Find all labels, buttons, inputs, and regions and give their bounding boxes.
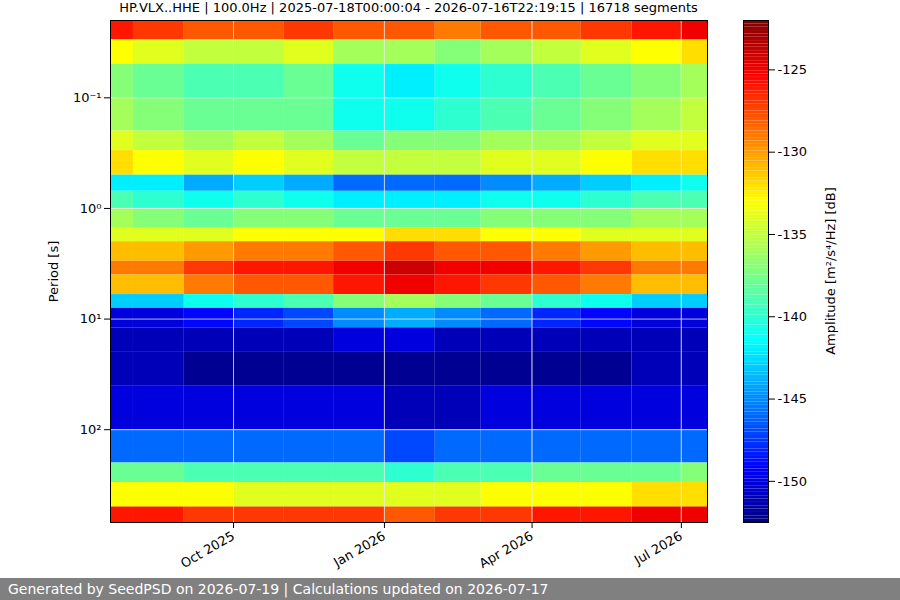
svg-text:10⁻¹: 10⁻¹ — [73, 90, 102, 105]
svg-text:Jan 2026: Jan 2026 — [330, 528, 388, 570]
svg-text:10⁰: 10⁰ — [80, 201, 102, 216]
svg-text:Oct 2025: Oct 2025 — [178, 528, 237, 571]
svg-text:Jul 2026: Jul 2026 — [631, 528, 685, 568]
html-text:Generated by SeedPSD on 2026-0: Generated by SeedPSD on 2026-07-19 | Cal… — [8, 581, 549, 597]
html-text:Amplitude [m²/s⁴/Hz] [dB]: Amplitude [m²/s⁴/Hz] [dB] — [822, 187, 838, 355]
svg-text:-130: -130 — [778, 144, 808, 159]
svg-text:-150: -150 — [778, 474, 808, 489]
svg-text:10²: 10² — [80, 422, 102, 437]
svg-text:Period [s]: Period [s] — [46, 241, 61, 303]
svg-text:-125: -125 — [778, 62, 808, 77]
svg-text:-135: -135 — [778, 227, 808, 242]
svg-text:-140: -140 — [778, 309, 808, 324]
svg-text:10¹: 10¹ — [80, 311, 102, 326]
svg-text:-145: -145 — [778, 391, 808, 406]
svg-text:Apr 2026: Apr 2026 — [476, 528, 535, 571]
html-text:HP.VLX..HHE | 100.0Hz | 2025-0: HP.VLX..HHE | 100.0Hz | 2025-07-18T00:00… — [119, 0, 698, 15]
